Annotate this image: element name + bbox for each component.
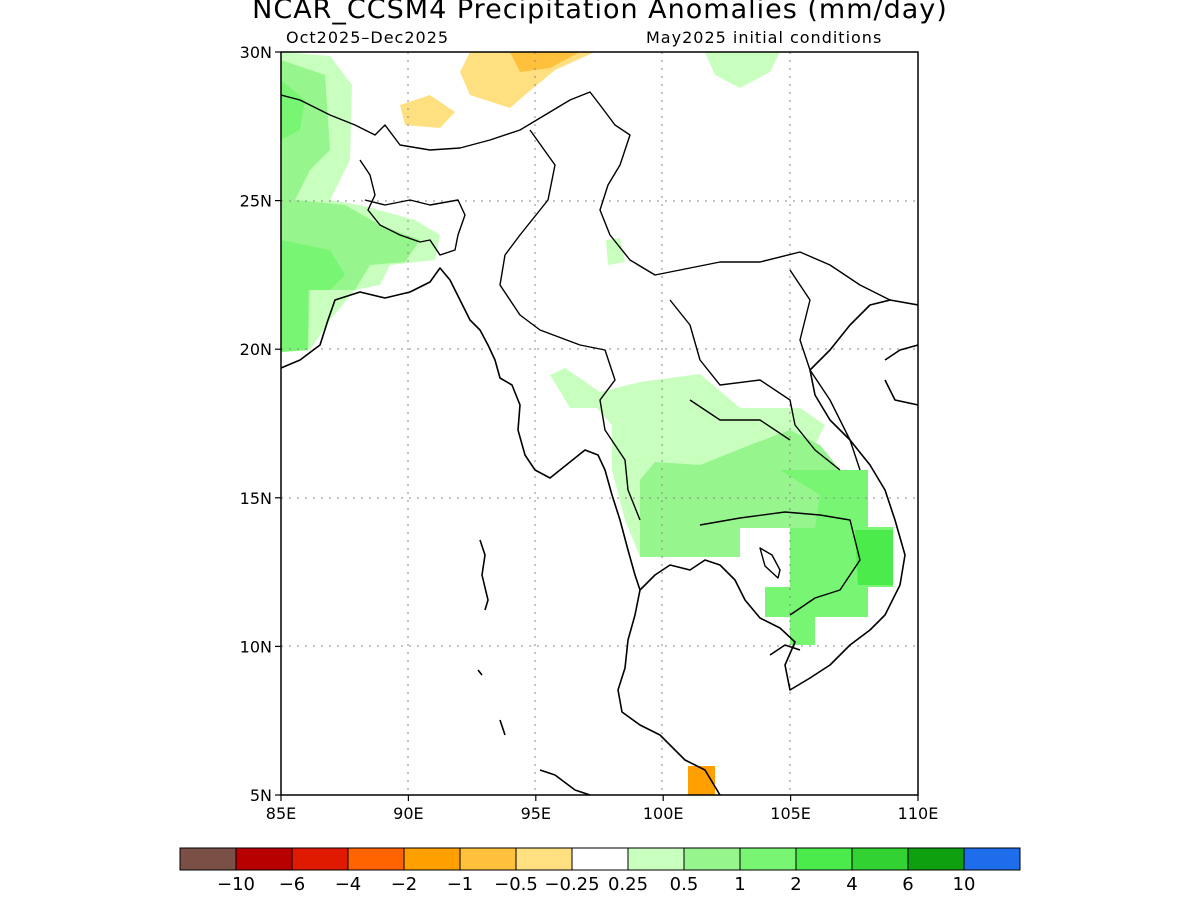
y-tick-label: 15N [240,489,272,508]
colorbar-swatch [235,847,293,871]
colorbar-swatch [347,847,405,871]
initial-conditions: May2025 initial conditions [646,28,883,47]
colorbar-label: −1 [447,874,474,895]
anomaly-area-small-light [606,238,625,265]
colorbar-swatch [627,847,685,871]
colorbar-label: −0.5 [494,874,538,895]
x-tick-label: 85E [266,804,296,823]
colorbar-swatch [963,847,1021,871]
colorbar-label: −6 [279,874,306,895]
plot-frame [280,51,919,796]
forecast-period: Oct2025–Dec2025 [286,28,450,47]
anomaly-area-bengal-strong [281,80,345,352]
colorbar-label: −0.25 [544,874,599,895]
colorbar-swatch [907,847,965,871]
colorbar-swatch [683,847,741,871]
anomaly-area-vietnam-strong [765,470,893,645]
y-tick-labels: 5N 10N 15N 20N 25N 30N [240,43,272,805]
colorbar-swatch [291,847,349,871]
colorbar-label: 6 [902,874,913,895]
colorbar-swatch [571,847,629,871]
colorbar-label: −4 [335,874,362,895]
x-tick-label: 110E [898,804,939,823]
colorbar-swatch [795,847,853,871]
colorbar-labels: −10 −6 −4 −2 −1 −0.5 −0.25 0.25 0.5 1 2 4 6 10 [217,874,975,895]
x-tick-label: 95E [521,804,551,823]
y-tick-label: 25N [240,192,272,211]
colorbar-label: 2 [790,874,801,895]
colorbar-label: −10 [217,874,255,895]
y-tick-label: 5N [250,786,272,805]
y-tick-label: 10N [240,637,272,656]
colorbar-swatch [403,847,461,871]
colorbar-swatch [459,847,517,871]
anomaly-area-vietnam-stronger [855,530,893,585]
y-tick-label: 30N [240,43,272,62]
colorbar-label: 10 [953,874,976,895]
anomaly-area-tibet-drier [510,52,580,72]
y-tick-label: 20N [240,340,272,359]
anomaly-shading [281,52,893,795]
colorbar [179,847,1021,871]
coastlines [281,267,918,795]
colorbar-swatch [515,847,573,871]
anomaly-area-tibet-dry [400,52,595,128]
colorbar-label: 1 [734,874,745,895]
colorbar-swatch [179,847,237,871]
tick-marks [275,51,919,801]
x-tick-label: 105E [770,804,811,823]
map-title: NCAR_CCSM4 Precipitation Anomalies (mm/d… [252,0,948,25]
country-borders [281,91,891,616]
x-tick-labels: 85E 90E 95E 100E 105E 110E [266,804,939,823]
x-tick-label: 100E [643,804,684,823]
anomaly-area-china-light [705,52,780,88]
x-tick-label: 90E [393,804,423,823]
colorbar-label: −2 [391,874,418,895]
colorbar-label: 4 [846,874,857,895]
colorbar-label: 0.25 [608,874,648,895]
colorbar-swatch [851,847,909,871]
colorbar-swatch [739,847,797,871]
anomaly-area-indochina-mid [640,430,850,557]
colorbar-label: 0.5 [670,874,699,895]
